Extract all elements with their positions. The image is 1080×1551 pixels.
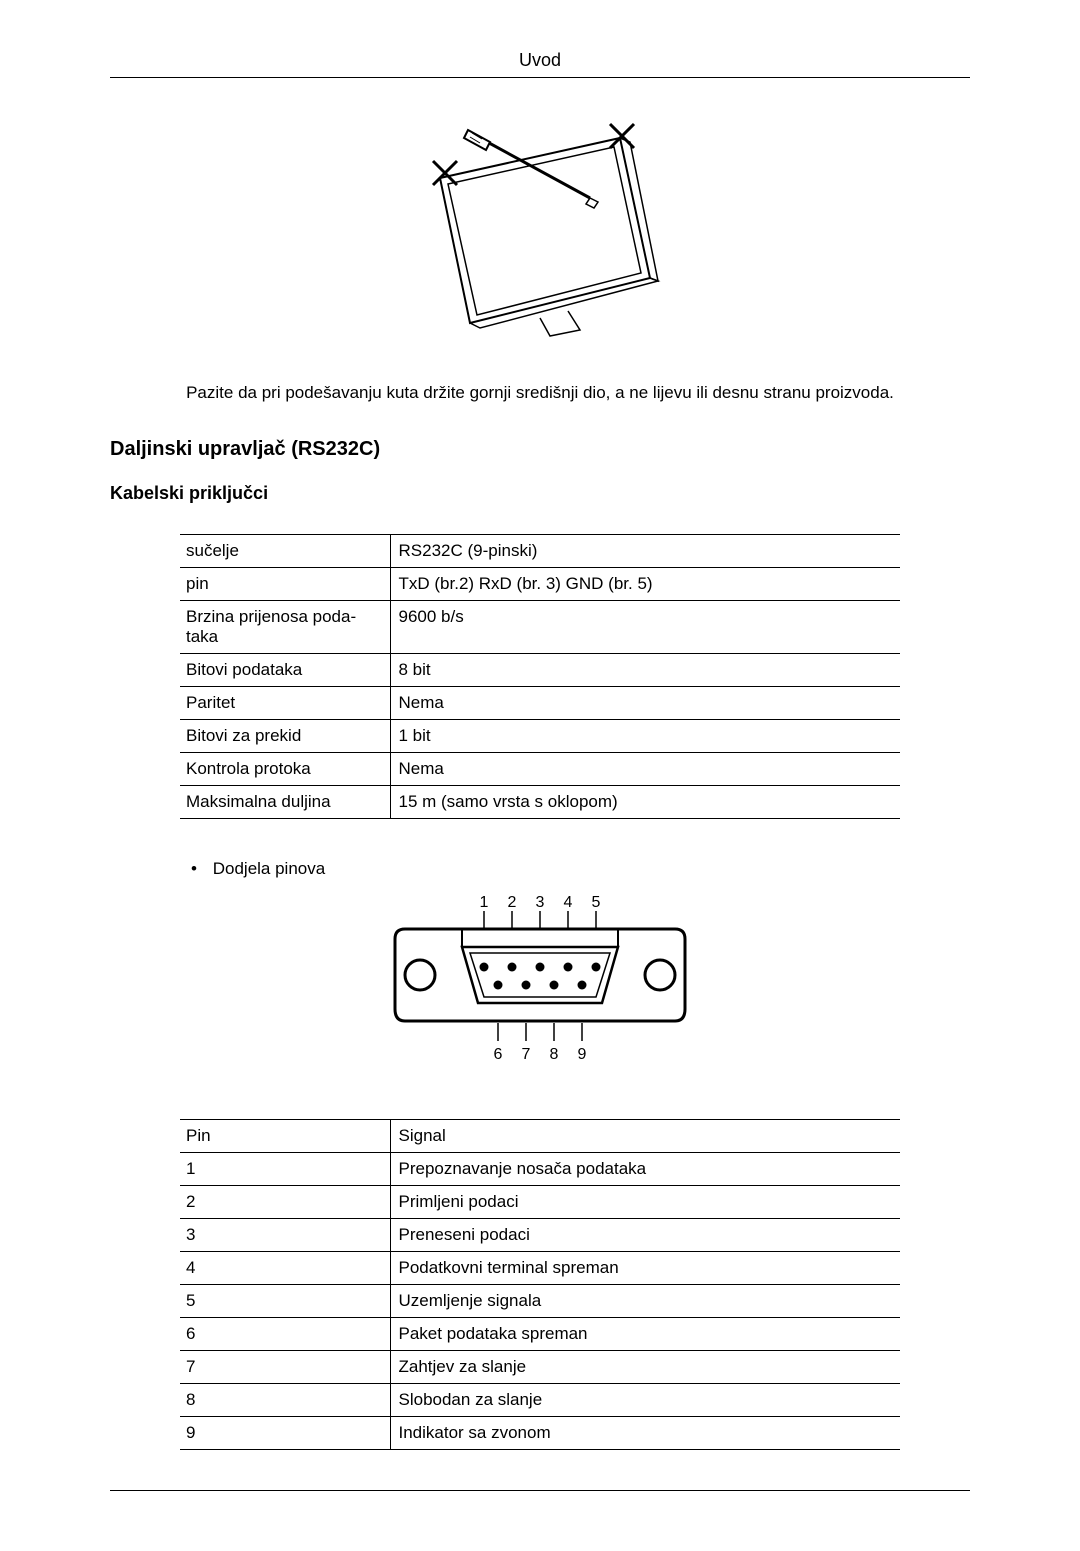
pins-row: 7Zahtjev za slanje — [180, 1351, 900, 1384]
svg-text:2: 2 — [508, 894, 517, 911]
pin-assignment-label: Dodjela pinova — [213, 859, 325, 878]
bullet-dot-icon: • — [180, 859, 208, 879]
pins-signal: Slobodan za slanje — [390, 1384, 900, 1417]
specs-label: Brzina prijenosa poda- taka — [180, 601, 390, 654]
specs-value: 8 bit — [390, 654, 900, 687]
pins-row: 6Paket podataka spreman — [180, 1318, 900, 1351]
specs-row: ParitetNema — [180, 687, 900, 720]
specs-row: Bitovi podataka8 bit — [180, 654, 900, 687]
pins-pin: 8 — [180, 1384, 390, 1417]
specs-row: Bitovi za prekid1 bit — [180, 720, 900, 753]
specs-value: 9600 b/s — [390, 601, 900, 654]
specs-value: Nema — [390, 687, 900, 720]
svg-text:6: 6 — [494, 1046, 503, 1063]
specs-label: Bitovi podataka — [180, 654, 390, 687]
specs-row: sučeljeRS232C (9-pinski) — [180, 535, 900, 568]
specs-row: pinTxD (br.2) RxD (br. 3) GND (br. 5) — [180, 568, 900, 601]
page-header: Uvod — [110, 50, 970, 78]
specs-value: TxD (br.2) RxD (br. 3) GND (br. 5) — [390, 568, 900, 601]
page: Uvod Pazite da pri podešavanju kuta drži… — [0, 0, 1080, 1551]
connector-figure: 1 2 3 4 5 6 7 8 9 — [110, 889, 970, 1084]
specs-row: Brzina prijenosa poda- taka9600 b/s — [180, 601, 900, 654]
svg-text:1: 1 — [480, 894, 489, 911]
pins-pin: 6 — [180, 1318, 390, 1351]
section-remote-title: Daljinski upravljač (RS232C) — [110, 438, 970, 461]
pins-row: 9Indikator sa zvonom — [180, 1417, 900, 1450]
specs-label: Bitovi za prekid — [180, 720, 390, 753]
specs-row: Kontrola protokaNema — [180, 753, 900, 786]
pins-signal: Paket podataka spreman — [390, 1318, 900, 1351]
pins-pin: 1 — [180, 1153, 390, 1186]
svg-text:5: 5 — [592, 894, 601, 911]
page-header-title: Uvod — [519, 50, 561, 70]
specs-label: Kontrola protoka — [180, 753, 390, 786]
pins-signal: Zahtjev za slanje — [390, 1351, 900, 1384]
tilt-illustration — [390, 118, 690, 348]
db9-connector-illustration: 1 2 3 4 5 6 7 8 9 — [370, 889, 710, 1079]
footer-rule — [110, 1490, 970, 1491]
pins-signal: Preneseni podaci — [390, 1219, 900, 1252]
tilt-figure — [110, 118, 970, 353]
svg-text:9: 9 — [578, 1046, 587, 1063]
pins-pin: 3 — [180, 1219, 390, 1252]
pins-row: 2Primljeni podaci — [180, 1186, 900, 1219]
pin-assignment-bullet: • Dodjela pinova — [180, 859, 900, 879]
svg-text:7: 7 — [522, 1046, 531, 1063]
specs-value: 15 m (samo vrsta s oklopom) — [390, 786, 900, 819]
pins-row: 4Podatkovni terminal spreman — [180, 1252, 900, 1285]
section-cable-title: Kabelski priključci — [110, 483, 970, 504]
specs-label: Paritet — [180, 687, 390, 720]
pins-pin: 5 — [180, 1285, 390, 1318]
specs-value: RS232C (9-pinski) — [390, 535, 900, 568]
svg-text:4: 4 — [564, 894, 573, 911]
pins-header-signal: Signal — [390, 1120, 900, 1153]
pins-pin: 7 — [180, 1351, 390, 1384]
pins-row: 5Uzemljenje signala — [180, 1285, 900, 1318]
specs-value: Nema — [390, 753, 900, 786]
pins-signal: Podatkovni terminal spreman — [390, 1252, 900, 1285]
pins-header-row: PinSignal — [180, 1120, 900, 1153]
pins-pin: 4 — [180, 1252, 390, 1285]
pins-row: 1Prepoznavanje nosača podataka — [180, 1153, 900, 1186]
pins-signal: Prepoznavanje nosača podataka — [390, 1153, 900, 1186]
pins-signal: Primljeni podaci — [390, 1186, 900, 1219]
specs-table: sučeljeRS232C (9-pinski)pinTxD (br.2) Rx… — [180, 534, 900, 819]
pins-signal: Uzemljenje signala — [390, 1285, 900, 1318]
svg-text:3: 3 — [536, 894, 545, 911]
svg-text:8: 8 — [550, 1046, 559, 1063]
pins-table: PinSignal1Prepoznavanje nosača podataka2… — [180, 1119, 900, 1450]
pins-signal: Indikator sa zvonom — [390, 1417, 900, 1450]
tilt-caption: Pazite da pri podešavanju kuta držite go… — [110, 383, 970, 403]
specs-label: Maksimalna duljina — [180, 786, 390, 819]
specs-label: sučelje — [180, 535, 390, 568]
pins-header-pin: Pin — [180, 1120, 390, 1153]
pins-pin: 2 — [180, 1186, 390, 1219]
specs-label: pin — [180, 568, 390, 601]
pins-row: 3Preneseni podaci — [180, 1219, 900, 1252]
specs-value: 1 bit — [390, 720, 900, 753]
pins-pin: 9 — [180, 1417, 390, 1450]
specs-row: Maksimalna duljina15 m (samo vrsta s okl… — [180, 786, 900, 819]
pins-row: 8Slobodan za slanje — [180, 1384, 900, 1417]
